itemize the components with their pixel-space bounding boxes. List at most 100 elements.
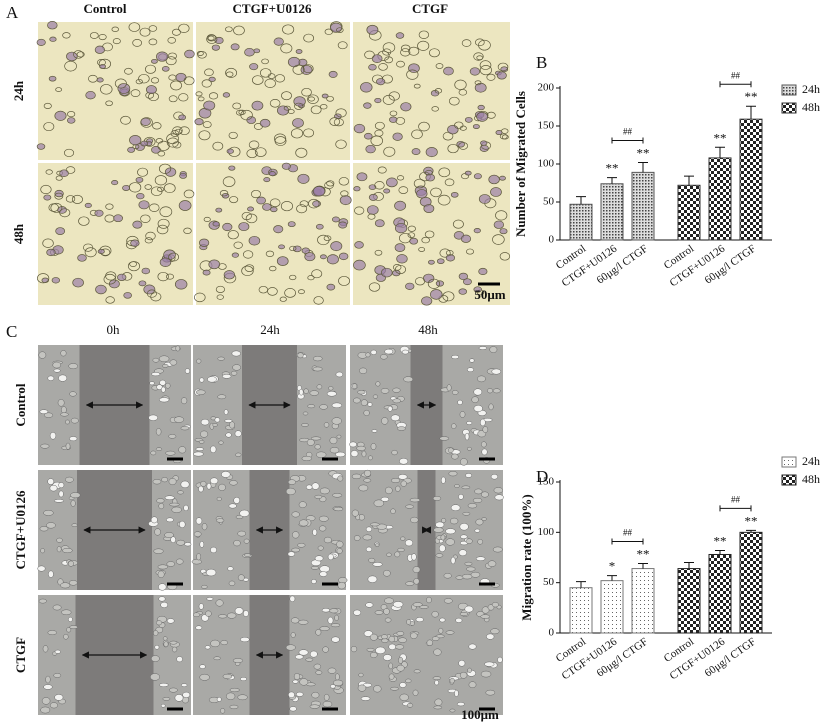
cell <box>444 178 455 187</box>
cell <box>479 418 486 427</box>
cell <box>298 289 305 295</box>
cell <box>203 100 216 111</box>
cell <box>391 449 398 456</box>
cell <box>42 238 54 248</box>
cell <box>416 189 428 199</box>
cell <box>353 259 366 271</box>
cell <box>309 650 318 658</box>
cell <box>451 423 457 429</box>
cell <box>138 200 150 210</box>
cell <box>383 188 391 194</box>
cell <box>480 614 490 619</box>
cell <box>451 453 459 460</box>
cell <box>160 703 166 708</box>
cell <box>399 682 407 688</box>
cell <box>467 667 472 673</box>
cell <box>59 169 69 178</box>
cell <box>166 561 176 567</box>
cell <box>314 555 324 562</box>
cell <box>327 667 337 674</box>
bracket-label: ## <box>731 70 741 80</box>
cell <box>158 503 165 510</box>
cell <box>406 702 414 708</box>
cell <box>440 476 446 484</box>
cell <box>105 203 114 210</box>
cell <box>78 216 90 226</box>
cell <box>437 194 451 206</box>
cell <box>459 612 469 616</box>
cell <box>301 455 312 462</box>
cell <box>381 267 393 278</box>
cell <box>65 476 74 483</box>
cell <box>375 646 386 655</box>
cell <box>458 272 468 281</box>
cell <box>394 222 408 234</box>
cell <box>105 100 113 107</box>
cell <box>447 124 459 135</box>
cell <box>38 351 47 359</box>
cell <box>65 442 71 450</box>
cell <box>380 496 390 502</box>
cell <box>316 451 327 458</box>
cell <box>424 230 435 239</box>
cell <box>130 89 141 98</box>
cell <box>442 131 454 141</box>
cell <box>212 221 220 227</box>
cell <box>427 278 441 289</box>
cell <box>281 162 291 170</box>
cell <box>154 528 161 536</box>
cell <box>55 175 63 181</box>
cell <box>475 38 485 47</box>
cell <box>289 274 297 281</box>
cell <box>451 390 459 395</box>
cell <box>466 566 476 572</box>
cell <box>381 634 388 640</box>
cell <box>394 243 406 252</box>
cell <box>374 219 385 228</box>
cell <box>156 224 169 235</box>
cell <box>485 689 496 696</box>
cell <box>317 545 324 551</box>
column-label: Control <box>83 1 126 16</box>
cell <box>176 539 186 546</box>
cell <box>165 382 171 389</box>
cell <box>251 100 264 111</box>
cell <box>68 580 78 586</box>
cell <box>69 625 78 630</box>
cell <box>311 579 317 584</box>
cell <box>159 163 172 174</box>
cell <box>316 384 323 390</box>
cell <box>43 194 52 201</box>
column-label: 24h <box>260 322 280 337</box>
cell <box>161 66 170 72</box>
cell <box>256 196 266 205</box>
cell <box>488 174 500 185</box>
cell <box>313 663 322 670</box>
cell <box>63 148 75 157</box>
cell <box>329 436 338 445</box>
cell <box>160 386 166 393</box>
cell <box>480 491 489 498</box>
cell <box>39 409 49 414</box>
cell <box>445 250 454 256</box>
error-bar <box>638 161 648 173</box>
cell <box>45 675 51 684</box>
cell <box>59 208 71 218</box>
bar <box>739 118 763 241</box>
cell <box>123 292 132 299</box>
cell <box>474 528 481 533</box>
cell <box>44 412 54 418</box>
cell <box>467 446 472 451</box>
cell <box>259 68 272 78</box>
cell <box>94 45 105 54</box>
cell <box>331 216 340 223</box>
cell <box>199 377 205 383</box>
cell <box>363 478 372 483</box>
cell <box>229 480 238 486</box>
cell <box>37 273 50 284</box>
cell <box>374 97 382 104</box>
cell <box>199 541 205 548</box>
y-tick-label: 100 <box>538 158 555 170</box>
cell <box>170 130 180 137</box>
cell <box>225 71 234 78</box>
